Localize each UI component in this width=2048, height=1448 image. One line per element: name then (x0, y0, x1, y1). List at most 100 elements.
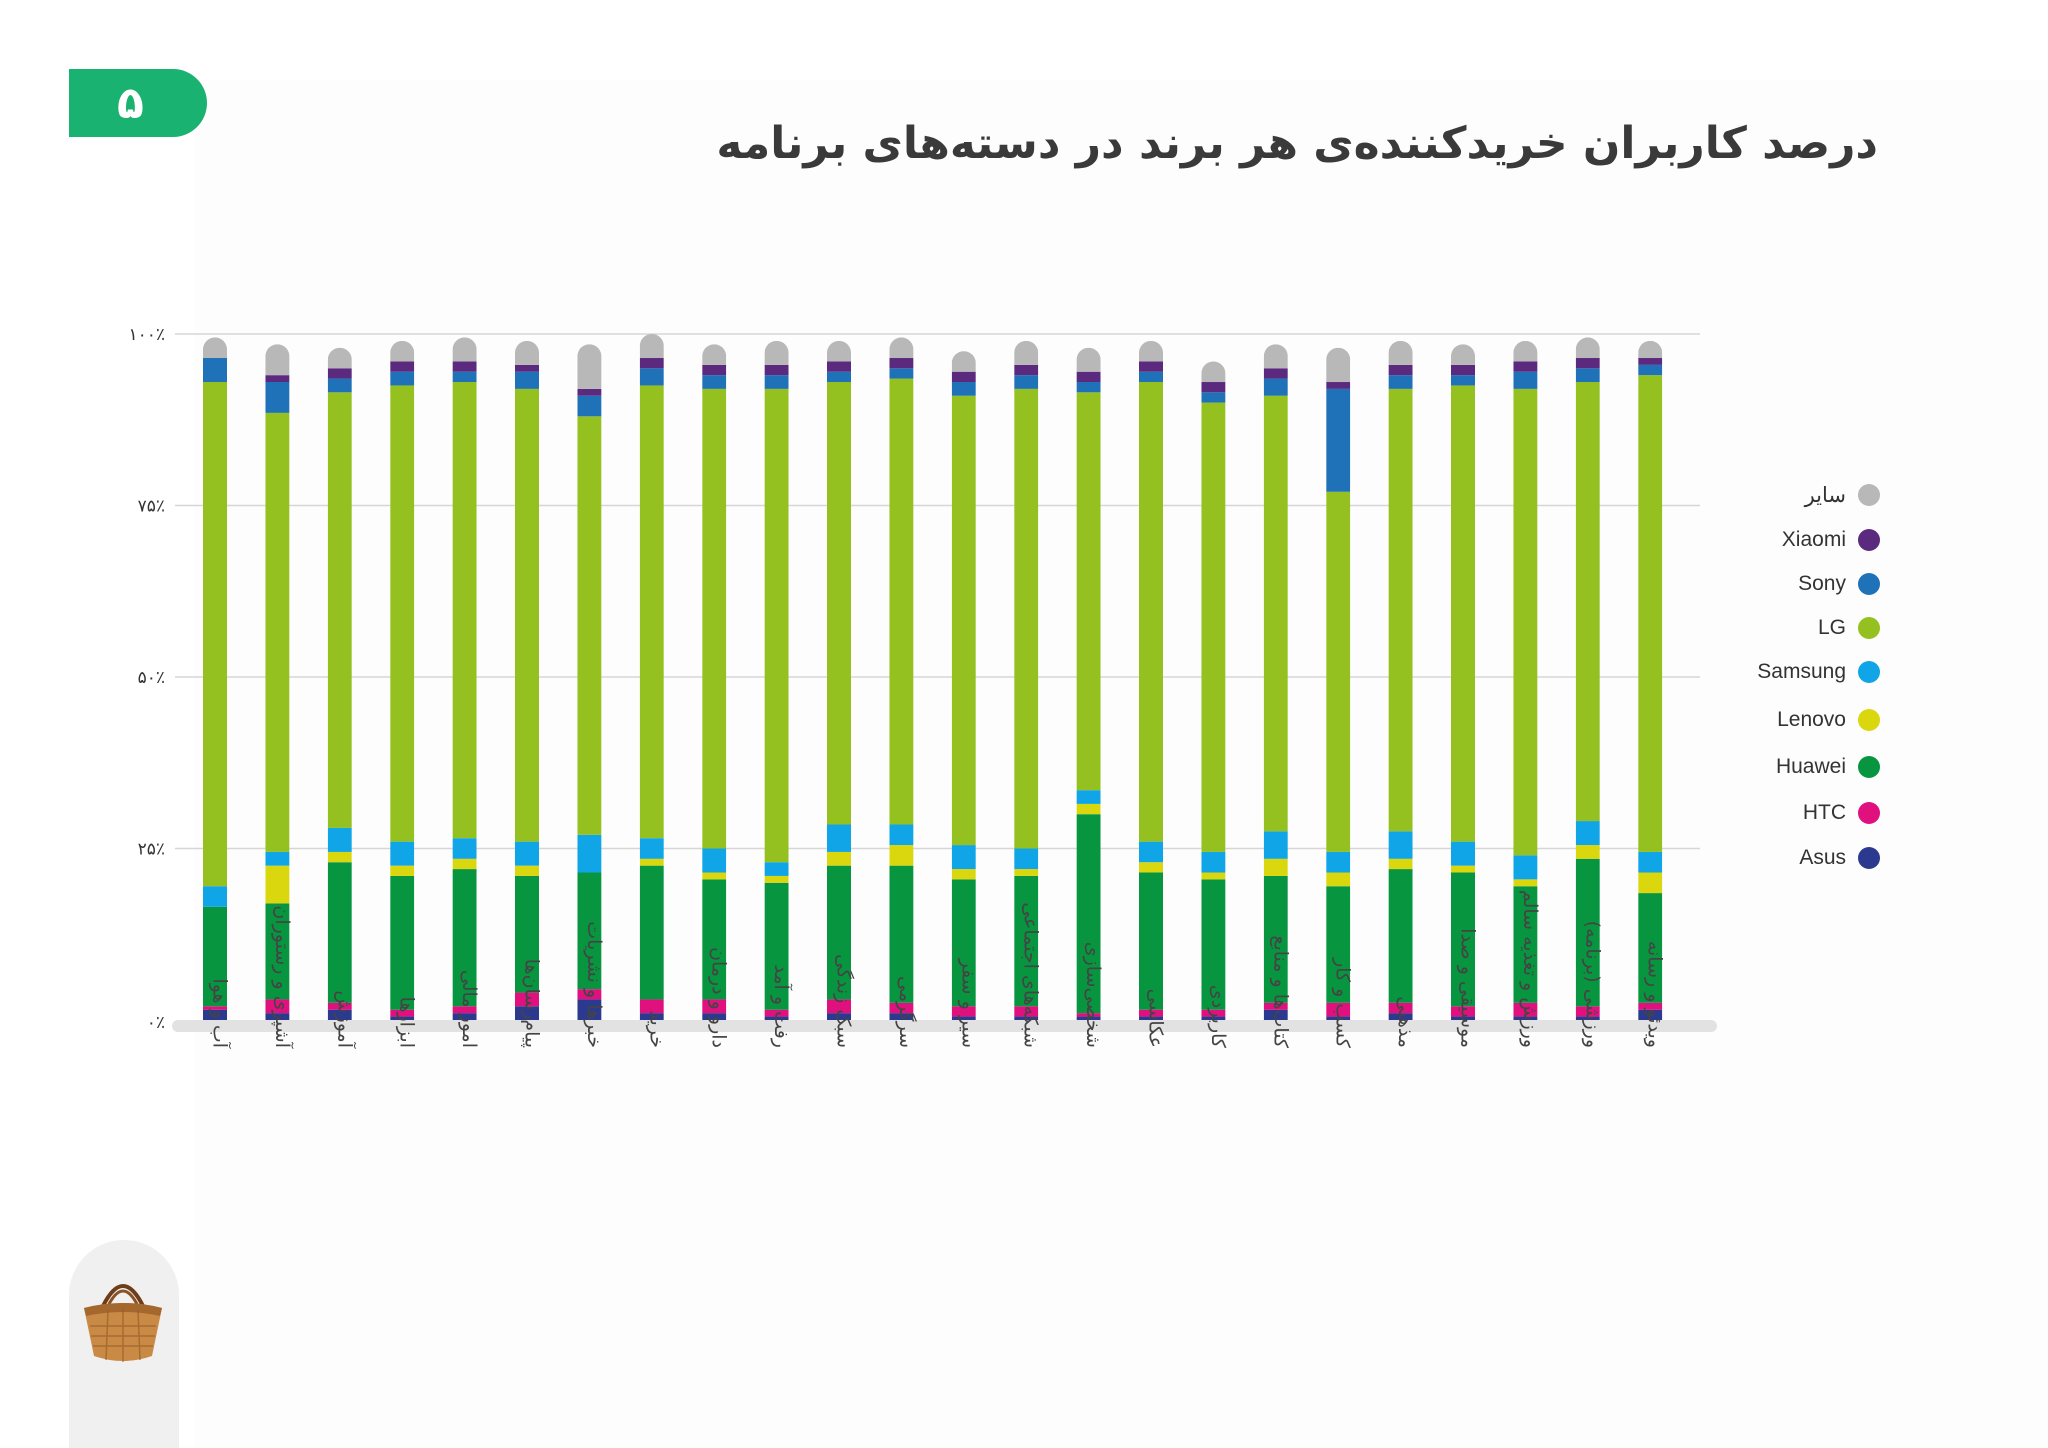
bar-segment (265, 412, 290, 852)
bar-segment (203, 382, 227, 887)
bar-segment (1076, 790, 1101, 804)
bar-segment (1575, 1016, 1600, 1020)
bar-segment (764, 1016, 789, 1020)
legend-swatch (1858, 661, 1880, 683)
x-axis-label: کتاب‌ها و منابع (1269, 935, 1291, 1049)
bar-segment (390, 875, 415, 1010)
bar-segment (889, 824, 914, 846)
legend-swatch (1858, 484, 1880, 506)
bar-stack (951, 351, 976, 1020)
bar-segment (1139, 1009, 1163, 1017)
legend-item-lg: LG (1818, 613, 1880, 643)
legend-swatch (1858, 709, 1880, 731)
bar-segment (515, 340, 539, 365)
bar-segment (1076, 347, 1101, 372)
bar-segment (1201, 1016, 1226, 1020)
bar-segment (889, 358, 914, 369)
legend-label: Huawei (1775, 755, 1846, 778)
x-axis-label: شخصی‌سازی (1082, 942, 1104, 1048)
legend-swatch (1858, 573, 1880, 595)
bar-segment (265, 851, 290, 866)
bar-segment (702, 344, 727, 365)
bar-segment (764, 388, 789, 863)
bar-segment (702, 364, 727, 376)
bar-segment (1139, 361, 1163, 372)
bar-segment (827, 340, 851, 362)
bar-segment (1638, 872, 1663, 894)
bar-segment (1638, 364, 1663, 376)
bar-segment (827, 371, 851, 383)
bar-segment (1326, 851, 1351, 873)
bar-stack (1201, 361, 1226, 1020)
bar-stack (1139, 340, 1163, 1020)
bar-segment (889, 1013, 914, 1020)
bar-segment (827, 361, 851, 372)
bar-segment (951, 395, 976, 846)
bar-segment (1201, 382, 1226, 393)
bar-segment (764, 875, 789, 883)
bar-segment (1201, 402, 1226, 852)
bar-segment (1201, 879, 1226, 1010)
bar-segment (702, 1013, 727, 1020)
bar-segment (702, 999, 727, 1014)
bar-segment (889, 378, 914, 825)
bar-segment (889, 368, 914, 379)
bar-segment (1326, 491, 1351, 852)
bar-stack (1388, 340, 1413, 1020)
bar-segment (327, 347, 352, 369)
bar-segment (452, 1013, 477, 1020)
bar-segment (1263, 875, 1288, 1003)
bar-segment (1638, 1009, 1663, 1020)
bar-segment (515, 371, 539, 389)
bar-segment (327, 1002, 352, 1010)
bar-segment (702, 879, 727, 1000)
bar-segment (951, 879, 976, 1007)
bar-segment (827, 999, 851, 1014)
bar-segment (1575, 358, 1600, 369)
bar-segment (951, 351, 976, 372)
bar-segment (265, 382, 290, 413)
bar-segment (1076, 371, 1101, 383)
bar-segment (265, 1013, 290, 1020)
bar-segment (1076, 392, 1101, 791)
bar-segment (1139, 382, 1163, 842)
bar-segment (951, 1016, 976, 1020)
bar-segment (203, 358, 227, 383)
bar-segment (1326, 886, 1351, 1003)
bar-segment (1451, 872, 1475, 1007)
bar-segment (203, 906, 227, 1007)
bar-stack (702, 344, 727, 1020)
bar-segment (1076, 1013, 1101, 1017)
bar-segment (1139, 862, 1163, 873)
bar-segment (1513, 879, 1538, 887)
bar-segment (1388, 1002, 1413, 1014)
bar-segment (889, 845, 914, 866)
chart-baseline (172, 1020, 1717, 1032)
bar-segment (1076, 382, 1101, 393)
y-tick-label: ۰٪ (147, 1013, 165, 1033)
bar-segment (827, 865, 851, 1000)
x-axis-label: پیام‌رسان‌ها (521, 959, 543, 1048)
bar-segment (452, 1006, 477, 1014)
y-tick-label: ۲۵٪ (138, 840, 165, 860)
y-tick-label: ۱۰۰٪ (128, 325, 165, 345)
x-axis-label: سیر و سفر (957, 958, 979, 1048)
bar-segment (327, 378, 352, 393)
bar-segment (327, 851, 352, 863)
x-axis-label: مذهبی (1394, 996, 1416, 1048)
bar-segment (390, 385, 415, 842)
bar-segment (1263, 1009, 1288, 1020)
bar-segment (1014, 340, 1039, 365)
bar-segment (1451, 1006, 1475, 1017)
bar-segment (327, 827, 352, 852)
basket-icon (84, 1284, 162, 1362)
bar-segment (764, 375, 789, 389)
legend-label: Asus (1799, 846, 1846, 869)
bar-segment (1388, 375, 1413, 389)
bars (203, 334, 1663, 1020)
legend-swatch (1858, 802, 1880, 824)
bar-stack (577, 344, 602, 1020)
legend-swatch (1858, 529, 1880, 551)
bar-segment (1263, 368, 1288, 379)
x-axis-label: رفت و آمد (770, 964, 794, 1048)
